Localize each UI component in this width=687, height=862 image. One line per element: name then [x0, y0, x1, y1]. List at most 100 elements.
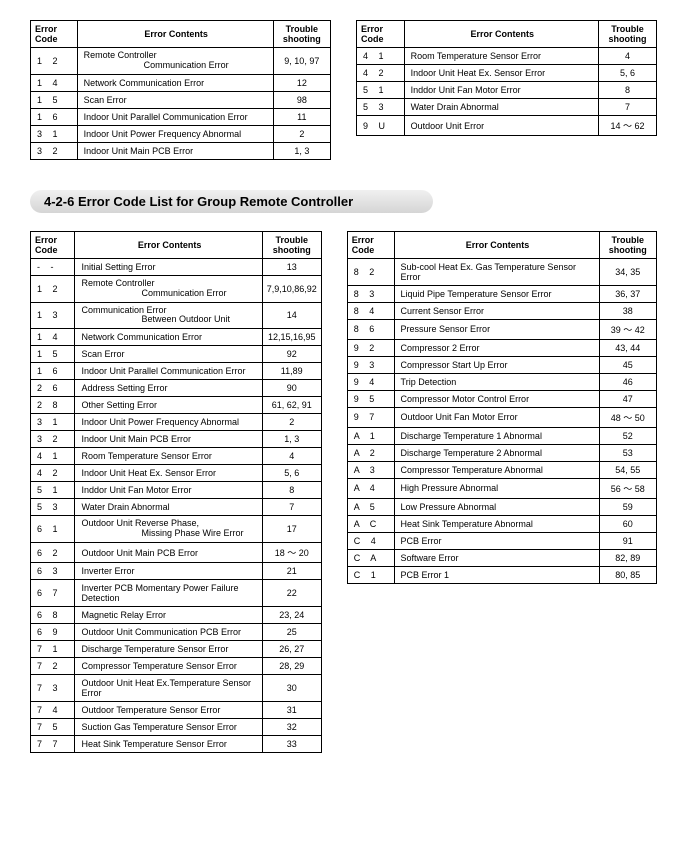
cell-ts: 12 [273, 74, 330, 91]
cell-contents: Communication ErrorBetween Outdoor Unit [75, 302, 262, 329]
cell-ts: 7 [262, 499, 321, 516]
cell-contents: Indoor Unit Heat Ex. Sensor Error [75, 465, 262, 482]
cell-contents: Liquid Pipe Temperature Sensor Error [394, 285, 599, 302]
table-row: A 3Compressor Temperature Abnormal54, 55 [347, 461, 656, 478]
table-row: C 4PCB Error91 [347, 532, 656, 549]
cell-code: C A [347, 549, 394, 566]
table-row: 6 1Outdoor Unit Reverse Phase,Missing Ph… [31, 516, 322, 543]
cell-code: 5 3 [31, 499, 75, 516]
cell-ts: 2 [262, 414, 321, 431]
cell-ts: 92 [262, 346, 321, 363]
cell-ts: 17 [262, 516, 321, 543]
cell-code: 3 2 [31, 431, 75, 448]
table-row: 5 3Water Drain Abnormal7 [31, 499, 322, 516]
cell-ts: 7,9,10,86,92 [262, 275, 321, 302]
cell-ts: 59 [599, 498, 656, 515]
bottom-tables-row: Error CodeError ContentsTrouble shooting… [30, 231, 657, 753]
cell-ts: 4 [598, 48, 656, 65]
cell-code: 7 5 [31, 719, 75, 736]
cell-contents: Outdoor Unit Main PCB Error [75, 543, 262, 563]
cell-ts: 18 ～ 20 [262, 543, 321, 563]
cell-contents: Compressor Temperature Abnormal [394, 461, 599, 478]
table-row: A 5Low Pressure Abnormal59 [347, 498, 656, 515]
cell-ts: 53 [599, 444, 656, 461]
cell-contents: Remote ControllerCommunication Error [75, 275, 262, 302]
cell-code: 2 8 [31, 397, 75, 414]
cell-code: 1 4 [31, 329, 75, 346]
cell-ts: 30 [262, 675, 321, 702]
cell-code: 9 3 [347, 356, 394, 373]
cell-code: 1 4 [31, 74, 78, 91]
cell-ts: 28, 29 [262, 658, 321, 675]
table-row: C 1PCB Error 180, 85 [347, 566, 656, 583]
cell-contents: Outdoor Unit Reverse Phase,Missing Phase… [75, 516, 262, 543]
cell-ts: 14 ～ 62 [598, 116, 656, 136]
cell-code: 7 3 [31, 675, 75, 702]
cell-contents: Indoor Unit Main PCB Error [75, 431, 262, 448]
table-row: 7 7Heat Sink Temperature Sensor Error33 [31, 736, 322, 753]
col-header-contents: Error Contents [394, 231, 599, 258]
cell-code: 9 2 [347, 339, 394, 356]
cell-ts: 2 [273, 125, 330, 142]
cell-code: 7 2 [31, 658, 75, 675]
cell-ts: 1, 3 [262, 431, 321, 448]
cell-contents: Inverter PCB Momentary Power Failure Det… [75, 580, 262, 607]
cell-contents: Other Setting Error [75, 397, 262, 414]
cell-contents: Outdoor Unit Fan Motor Error [394, 407, 599, 427]
cell-ts: 21 [262, 563, 321, 580]
table-row: 9 UOutdoor Unit Error14 ～ 62 [357, 116, 657, 136]
cell-code: 4 2 [31, 465, 75, 482]
col-header-code: Error Code [31, 21, 78, 48]
cell-contents: Outdoor Unit Communication PCB Error [75, 624, 262, 641]
cell-code: 7 7 [31, 736, 75, 753]
cell-ts: 9, 10, 97 [273, 48, 330, 75]
cell-code: 5 1 [31, 482, 75, 499]
table-row: 7 5Suction Gas Temperature Sensor Error3… [31, 719, 322, 736]
table-row: 1 4Network Communication Error12 [31, 74, 331, 91]
error-table-2: Error CodeError ContentsTrouble shooting… [356, 20, 657, 136]
table-row: 7 3Outdoor Unit Heat Ex.Temperature Sens… [31, 675, 322, 702]
cell-ts: 34, 35 [599, 258, 656, 285]
cell-ts: 5, 6 [262, 465, 321, 482]
cell-contents: Network Communication Error [77, 74, 273, 91]
cell-code: 7 1 [31, 641, 75, 658]
cell-contents: Software Error [394, 549, 599, 566]
cell-ts: 90 [262, 380, 321, 397]
table-row: 9 3Compressor Start Up Error45 [347, 356, 656, 373]
table-row: 2 6Address Setting Error90 [31, 380, 322, 397]
cell-contents: Compressor Start Up Error [394, 356, 599, 373]
cell-code: A C [347, 515, 394, 532]
cell-code: A 1 [347, 427, 394, 444]
cell-ts: 31 [262, 702, 321, 719]
cell-ts: 36, 37 [599, 285, 656, 302]
cell-code: 3 1 [31, 414, 75, 431]
cell-contents: Indoor Unit Heat Ex. Sensor Error [404, 65, 598, 82]
cell-ts: 60 [599, 515, 656, 532]
cell-ts: 45 [599, 356, 656, 373]
cell-contents: Indoor Unit Power Frequency Abnormal [77, 125, 273, 142]
col-header-contents: Error Contents [404, 21, 598, 48]
cell-ts: 22 [262, 580, 321, 607]
table-row: C ASoftware Error82, 89 [347, 549, 656, 566]
cell-code: 2 6 [31, 380, 75, 397]
table-row: 7 4Outdoor Temperature Sensor Error31 [31, 702, 322, 719]
cell-code: 1 5 [31, 91, 78, 108]
cell-ts: 11 [273, 108, 330, 125]
cell-contents: Indoor Unit Parallel Communication Error [77, 108, 273, 125]
cell-code: 1 6 [31, 363, 75, 380]
cell-contents: Initial Setting Error [75, 258, 262, 275]
col-header-code: Error Code [347, 231, 394, 258]
table-row: 2 8Other Setting Error61, 62, 91 [31, 397, 322, 414]
cell-code: 1 2 [31, 48, 78, 75]
table-row: 9 5Compressor Motor Control Error47 [347, 390, 656, 407]
table-row: 3 2Indoor Unit Main PCB Error1, 3 [31, 431, 322, 448]
cell-code: 6 3 [31, 563, 75, 580]
cell-contents: Pressure Sensor Error [394, 319, 599, 339]
cell-code: 7 4 [31, 702, 75, 719]
table-row: 4 1Room Temperature Sensor Error4 [357, 48, 657, 65]
cell-contents: Discharge Temperature Sensor Error [75, 641, 262, 658]
cell-code: 8 3 [347, 285, 394, 302]
cell-ts: 7 [598, 99, 656, 116]
cell-contents: Inddor Unit Fan Motor Error [75, 482, 262, 499]
cell-code: 4 1 [357, 48, 405, 65]
